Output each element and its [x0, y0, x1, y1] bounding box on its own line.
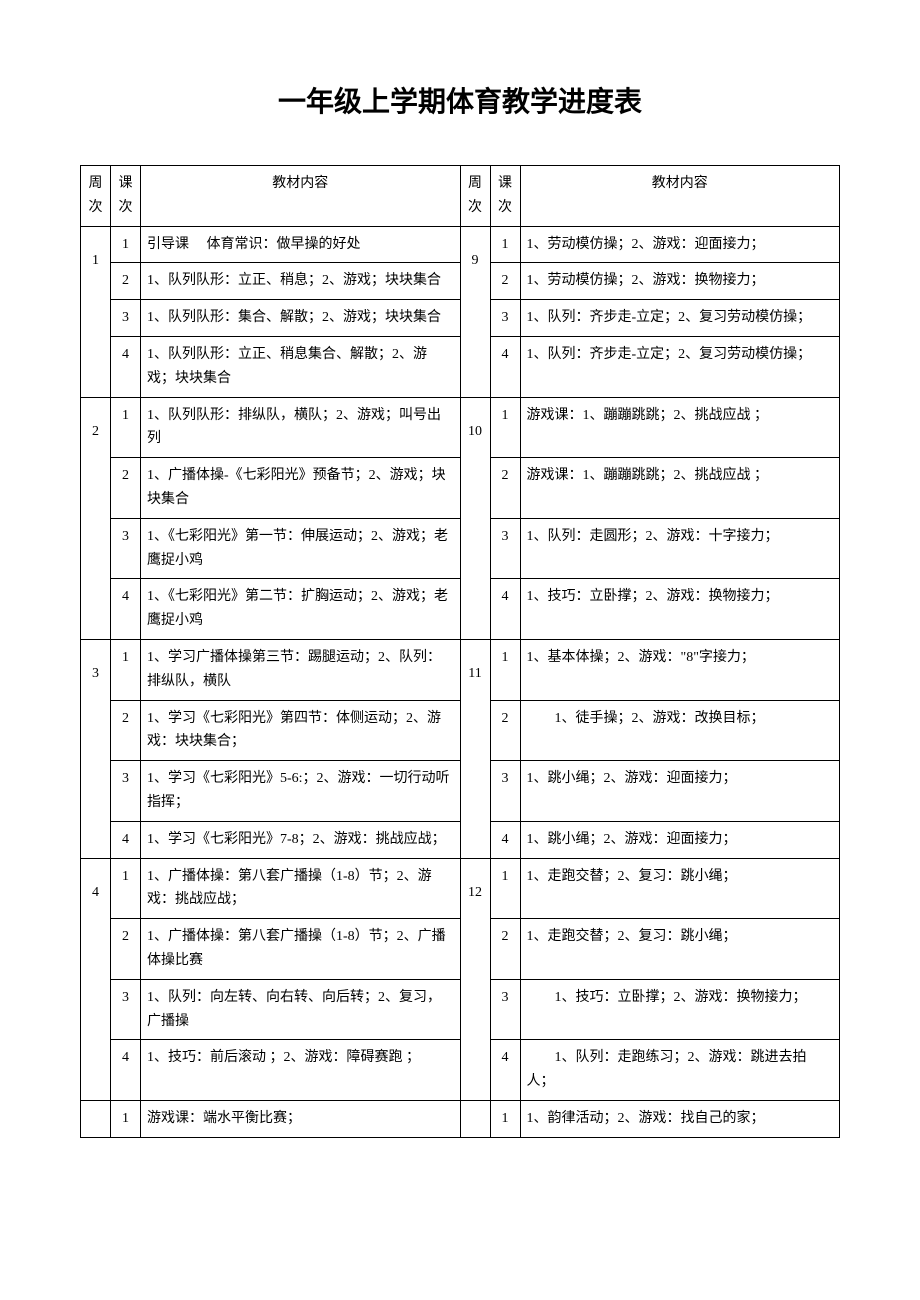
header-lesson-right: 课次 — [490, 166, 520, 227]
lesson-cell: 1 — [490, 639, 520, 700]
lesson-cell: 1 — [490, 1100, 520, 1137]
content-cell: 1、广播体操-《七彩阳光》预备节；2、游戏；块块集合 — [141, 458, 461, 519]
lesson-cell: 3 — [111, 761, 141, 822]
content-cell: 1、走跑交替；2、复习：跳小绳； — [520, 919, 840, 980]
lesson-cell: 1 — [111, 1100, 141, 1137]
table-row: 11引导课 体育常识：做早操的好处911、劳动模仿操；2、游戏：迎面接力； — [81, 226, 840, 263]
content-cell: 1、学习《七彩阳光》5-6:；2、游戏：一切行动听指挥； — [141, 761, 461, 822]
lesson-cell: 1 — [111, 226, 141, 263]
table-row: 311、学习广播体操第三节：踢腿运动；2、队列：排纵队，横队1111、基本体操；… — [81, 639, 840, 700]
content-cell: 1、学习《七彩阳光》7-8；2、游戏：挑战应战； — [141, 821, 461, 858]
lesson-cell: 2 — [490, 700, 520, 761]
lesson-cell: 4 — [111, 1040, 141, 1101]
content-cell: 游戏课：1、蹦蹦跳跳；2、挑战应战 ； — [520, 397, 840, 458]
content-cell: 1、队列队形：集合、解散；2、游戏；块块集合 — [141, 300, 461, 337]
content-cell: 1、广播体操：第八套广播操（1-8）节；2、游戏：挑战应战； — [141, 858, 461, 919]
lesson-cell: 1 — [111, 639, 141, 700]
content-cell: 1、队列队形：排纵队，横队；2、游戏；叫号出列 — [141, 397, 461, 458]
lesson-cell: 2 — [111, 919, 141, 980]
lesson-cell: 3 — [490, 761, 520, 822]
week-cell: 11 — [460, 639, 490, 858]
schedule-table: 周次 课次 教材内容 周次 课次 教材内容 11引导课 体育常识：做早操的好处9… — [80, 165, 840, 1138]
week-cell: 9 — [460, 226, 490, 397]
page-title: 一年级上学期体育教学进度表 — [80, 80, 840, 120]
header-week-right: 周次 — [460, 166, 490, 227]
lesson-cell: 2 — [111, 700, 141, 761]
header-content-left: 教材内容 — [141, 166, 461, 227]
lesson-cell: 3 — [111, 518, 141, 579]
content-cell: 1、跳小绳；2、游戏：迎面接力； — [520, 761, 840, 822]
table-row: 411、广播体操：第八套广播操（1-8）节；2、游戏：挑战应战；1211、走跑交… — [81, 858, 840, 919]
content-cell: 1、广播体操：第八套广播操（1-8）节；2、广播体操比赛 — [141, 919, 461, 980]
content-cell: 1、学习广播体操第三节：踢腿运动；2、队列：排纵队，横队 — [141, 639, 461, 700]
week-cell — [460, 1100, 490, 1137]
lesson-cell: 3 — [490, 300, 520, 337]
content-cell: 1、跳小绳；2、游戏：迎面接力； — [520, 821, 840, 858]
lesson-cell: 2 — [490, 458, 520, 519]
content-cell: 1、队列：齐步走-立定；2、复习劳动模仿操； — [520, 336, 840, 397]
week-cell: 2 — [81, 397, 111, 639]
lesson-cell: 3 — [111, 979, 141, 1040]
lesson-cell: 1 — [111, 858, 141, 919]
content-cell: 1、学习《七彩阳光》第四节：体侧运动；2、游戏：块块集合； — [141, 700, 461, 761]
week-cell: 4 — [81, 858, 111, 1100]
lesson-cell: 2 — [490, 263, 520, 300]
lesson-cell: 2 — [111, 263, 141, 300]
table-row: 1游戏课：端水平衡比赛；11、韵律活动；2、游戏：找自己的家； — [81, 1100, 840, 1137]
table-header-row: 周次 课次 教材内容 周次 课次 教材内容 — [81, 166, 840, 227]
week-cell: 1 — [81, 226, 111, 397]
content-cell: 1、技巧：立卧撑；2、游戏：换物接力； — [520, 579, 840, 640]
lesson-cell: 4 — [111, 579, 141, 640]
week-cell: 10 — [460, 397, 490, 639]
content-cell: 1、《七彩阳光》第二节：扩胸运动；2、游戏；老鹰捉小鸡 — [141, 579, 461, 640]
lesson-cell: 1 — [111, 397, 141, 458]
lesson-cell: 3 — [111, 300, 141, 337]
content-cell: 1、队列：走跑练习；2、游戏：跳进去拍人； — [520, 1040, 840, 1101]
content-cell: 1、队列队形：立正、稍息；2、游戏；块块集合 — [141, 263, 461, 300]
week-cell: 3 — [81, 639, 111, 858]
content-cell: 1、队列队形：立正、稍息集合、解散；2、游戏；块块集合 — [141, 336, 461, 397]
week-cell: 12 — [460, 858, 490, 1100]
header-week-left: 周次 — [81, 166, 111, 227]
lesson-cell: 1 — [490, 397, 520, 458]
lesson-cell: 4 — [111, 336, 141, 397]
lesson-cell: 4 — [490, 336, 520, 397]
lesson-cell: 4 — [490, 1040, 520, 1101]
lesson-cell: 4 — [490, 821, 520, 858]
content-cell: 1、韵律活动；2、游戏：找自己的家； — [520, 1100, 840, 1137]
content-cell: 引导课 体育常识：做早操的好处 — [141, 226, 461, 263]
content-cell: 1、劳动模仿操；2、游戏：换物接力； — [520, 263, 840, 300]
content-cell: 1、劳动模仿操；2、游戏：迎面接力； — [520, 226, 840, 263]
lesson-cell: 4 — [111, 821, 141, 858]
week-cell — [81, 1100, 111, 1137]
content-cell: 1、队列：齐步走-立定；2、复习劳动模仿操； — [520, 300, 840, 337]
lesson-cell: 1 — [490, 226, 520, 263]
content-cell: 1、走跑交替；2、复习：跳小绳； — [520, 858, 840, 919]
content-cell: 游戏课：端水平衡比赛； — [141, 1100, 461, 1137]
content-cell: 1、技巧：立卧撑；2、游戏：换物接力； — [520, 979, 840, 1040]
content-cell: 1、技巧：前后滚动 ；2、游戏：障碍赛跑 ； — [141, 1040, 461, 1101]
table-row: 211、队列队形：排纵队，横队；2、游戏；叫号出列101游戏课：1、蹦蹦跳跳；2… — [81, 397, 840, 458]
header-content-right: 教材内容 — [520, 166, 840, 227]
content-cell: 1、队列：走圆形；2、游戏：十字接力； — [520, 518, 840, 579]
header-lesson-left: 课次 — [111, 166, 141, 227]
lesson-cell: 1 — [490, 858, 520, 919]
content-cell: 1、徒手操；2、游戏：改换目标； — [520, 700, 840, 761]
lesson-cell: 3 — [490, 979, 520, 1040]
content-cell: 1、《七彩阳光》第一节：伸展运动；2、游戏；老鹰捉小鸡 — [141, 518, 461, 579]
lesson-cell: 2 — [490, 919, 520, 980]
content-cell: 1、基本体操；2、游戏："8"字接力； — [520, 639, 840, 700]
content-cell: 1、队列：向左转、向右转、向后转；2、复习，广播操 — [141, 979, 461, 1040]
lesson-cell: 4 — [490, 579, 520, 640]
lesson-cell: 2 — [111, 458, 141, 519]
content-cell: 游戏课：1、蹦蹦跳跳；2、挑战应战 ； — [520, 458, 840, 519]
lesson-cell: 3 — [490, 518, 520, 579]
